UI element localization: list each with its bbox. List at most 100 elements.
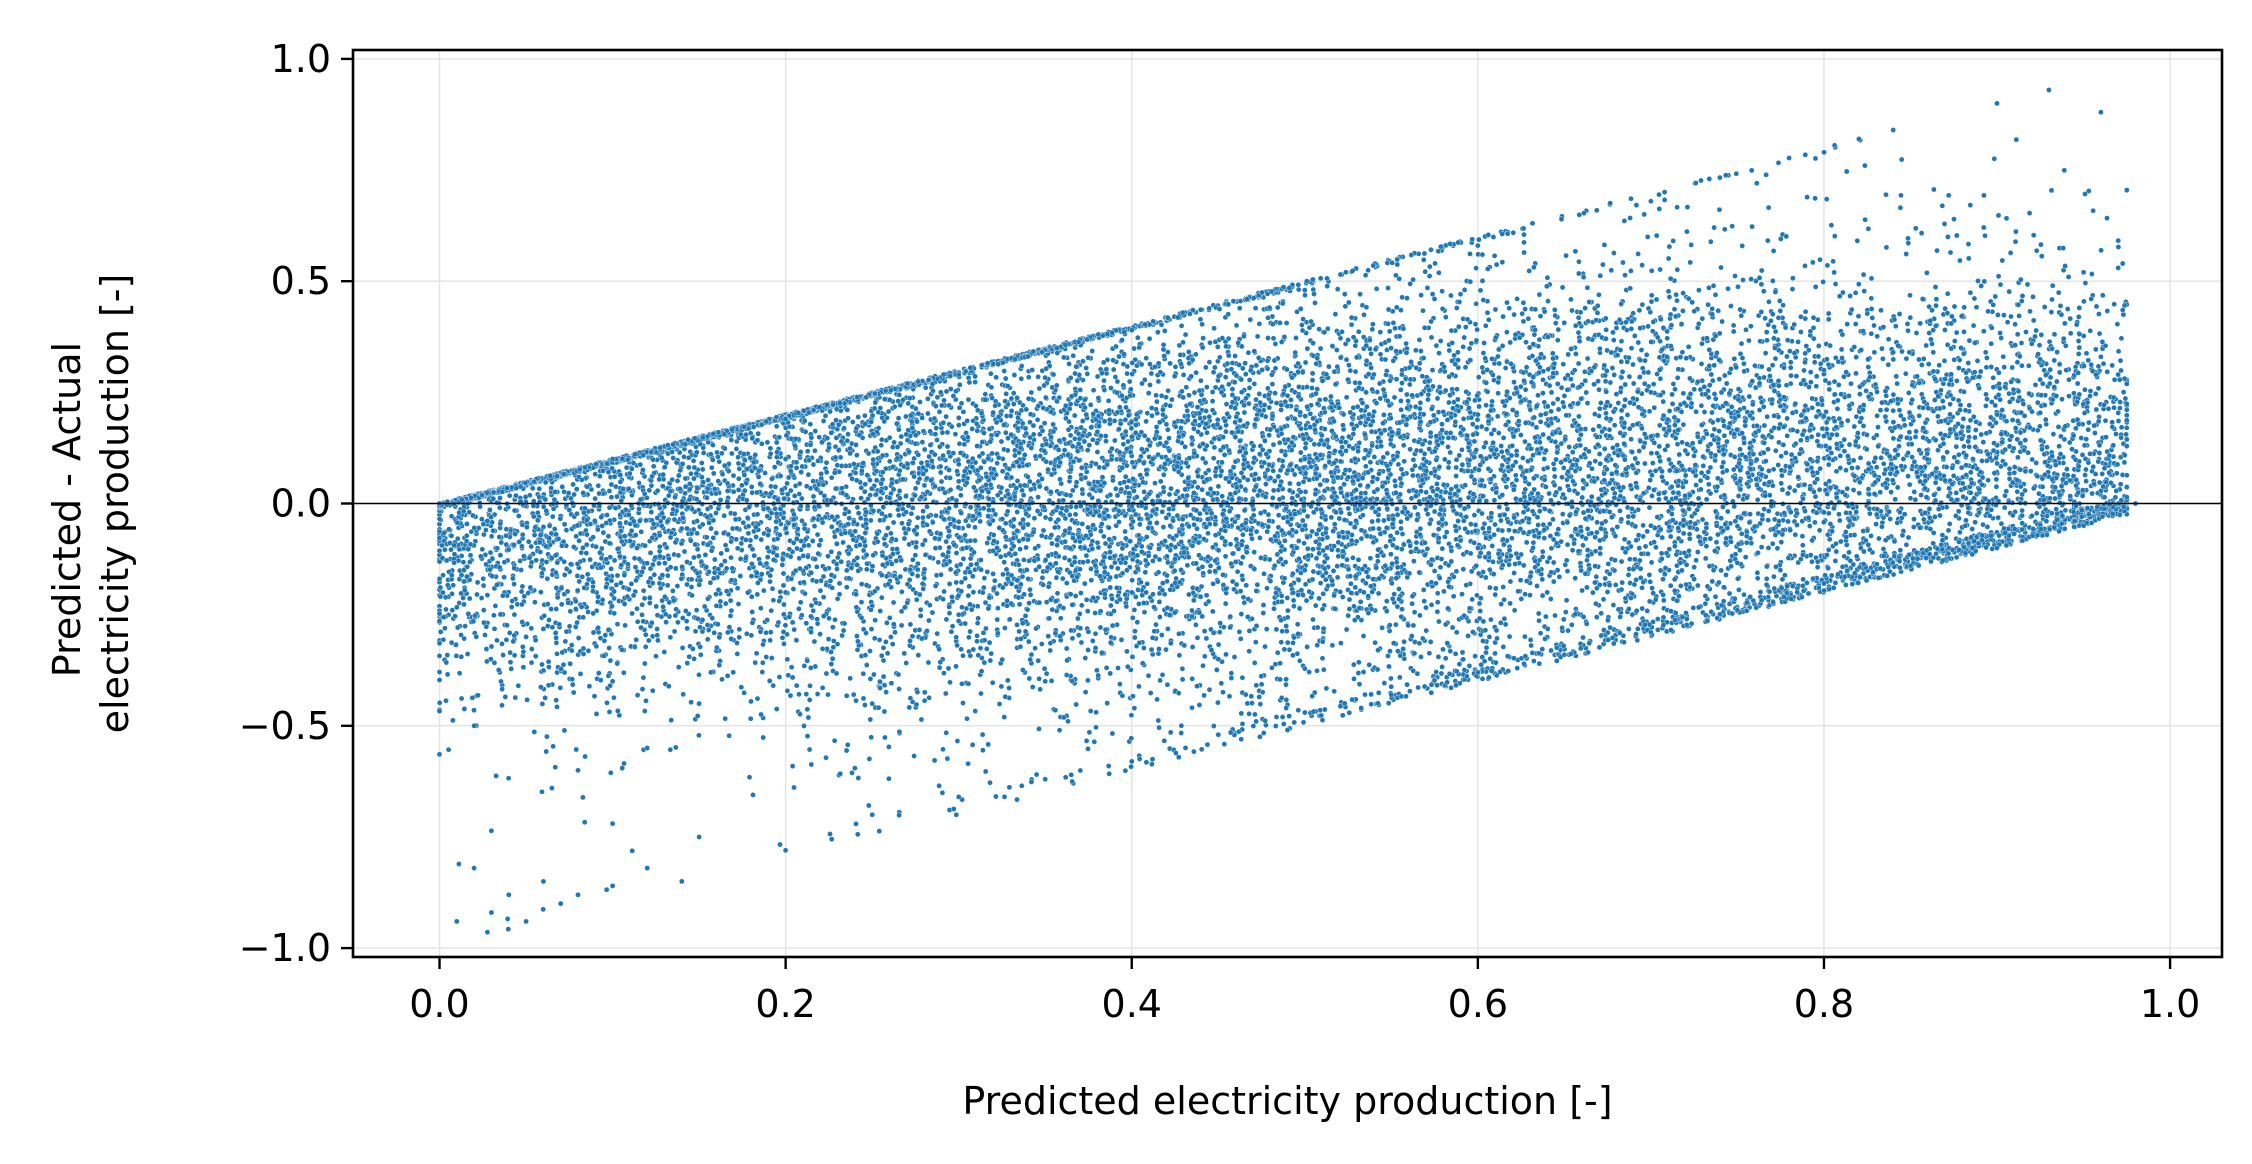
scatter-point — [1698, 361, 1705, 367]
scatter-point — [868, 485, 875, 492]
scatter-point — [2038, 241, 2044, 248]
scatter-point — [1334, 363, 1341, 370]
scatter-point — [1670, 238, 1676, 244]
scatter-point — [1599, 520, 1605, 527]
scatter-point — [2123, 443, 2130, 449]
scatter-point — [797, 599, 804, 606]
scatter-point — [1826, 510, 1832, 517]
scatter-point — [880, 504, 887, 510]
scatter-point — [1788, 359, 1794, 366]
scatter-point — [1769, 540, 1776, 547]
scatter-point — [1548, 408, 1554, 415]
scatter-point — [1778, 539, 1785, 545]
scatter-point — [1420, 355, 1427, 361]
scatter-point — [1215, 699, 1221, 706]
scatter-point — [1911, 516, 1917, 522]
scatter-point — [1669, 391, 1675, 398]
scatter-point — [1448, 685, 1454, 691]
scatter-point — [2101, 402, 2107, 408]
scatter-point — [1375, 590, 1382, 597]
scatter-point — [553, 697, 560, 704]
scatter-point — [1436, 269, 1442, 276]
scatter-point — [1617, 347, 1624, 353]
scatter-point — [1548, 596, 1554, 602]
scatter-point — [733, 536, 740, 543]
scatter-point — [1594, 207, 1600, 214]
scatter-point — [1639, 605, 1645, 612]
scatter-point — [552, 630, 559, 636]
scatter-point — [1143, 759, 1150, 766]
scatter-point — [2008, 378, 2014, 385]
scatter-point — [584, 571, 591, 578]
scatter-point — [1918, 492, 1924, 498]
scatter-point — [1390, 320, 1397, 326]
scatter-point — [1123, 603, 1130, 610]
scatter-point — [1242, 486, 1249, 493]
scatter-point — [549, 513, 556, 520]
scatter-point — [569, 681, 576, 688]
scatter-point — [436, 653, 443, 659]
scatter-point — [980, 747, 986, 754]
scatter-point — [1814, 564, 1821, 571]
scatter-point — [1857, 455, 1864, 461]
scatter-point — [1626, 626, 1632, 632]
scatter-point — [1223, 401, 1230, 407]
scatter-point — [1035, 494, 1041, 500]
scatter-point — [1878, 454, 1884, 461]
scatter-point — [1580, 274, 1587, 281]
scatter-point — [722, 715, 729, 722]
scatter-point — [728, 607, 735, 614]
scatter-point — [1071, 412, 1078, 419]
scatter-point — [708, 525, 714, 532]
scatter-point — [2092, 346, 2099, 353]
scatter-point — [1529, 650, 1536, 656]
scatter-point — [1457, 496, 1463, 503]
scatter-point — [680, 615, 686, 621]
scatter-point — [1445, 464, 1452, 471]
scatter-point — [1638, 551, 1645, 557]
scatter-point — [2089, 490, 2095, 497]
scatter-point — [1054, 590, 1061, 597]
scatter-point — [2046, 338, 2053, 345]
scatter-point — [907, 621, 914, 628]
scatter-point — [924, 503, 930, 510]
scatter-point — [1479, 277, 1486, 284]
scatter-point — [1448, 292, 1454, 299]
scatter-point — [1763, 171, 1769, 178]
scatter-point — [1932, 284, 1939, 290]
scatter-point — [1888, 489, 1894, 495]
scatter-point — [1137, 472, 1143, 478]
scatter-point — [876, 828, 883, 834]
scatter-point — [2118, 434, 2124, 441]
scatter-point — [1257, 510, 1264, 516]
scatter-point — [1317, 521, 1323, 528]
scatter-point — [1531, 331, 1538, 338]
scatter-point — [864, 566, 870, 573]
scatter-point — [540, 524, 547, 530]
scatter-point — [1079, 602, 1085, 609]
scatter-point — [1253, 362, 1260, 369]
scatter-point — [1189, 676, 1195, 682]
scatter-point — [1514, 665, 1520, 671]
scatter-point — [1520, 455, 1526, 461]
scatter-point — [1277, 319, 1283, 326]
scatter-point — [480, 607, 487, 613]
scatter-point — [460, 559, 467, 566]
scatter-point — [1107, 639, 1114, 646]
scatter-point — [1509, 535, 1515, 542]
scatter-point — [1811, 359, 1818, 366]
scatter-point — [1537, 508, 1543, 515]
scatter-point — [1470, 629, 1476, 635]
scatter-point — [660, 604, 666, 610]
scatter-point — [1251, 660, 1258, 666]
scatter-point — [1576, 211, 1583, 218]
scatter-point — [563, 566, 570, 572]
scatter-point — [1550, 559, 1557, 566]
scatter-point — [1398, 480, 1405, 487]
scatter-point — [1439, 664, 1445, 670]
scatter-point — [854, 647, 861, 653]
scatter-point — [1868, 330, 1875, 337]
scatter-point — [1329, 642, 1336, 649]
scatter-point — [1410, 668, 1416, 674]
scatter-point — [1431, 296, 1438, 302]
